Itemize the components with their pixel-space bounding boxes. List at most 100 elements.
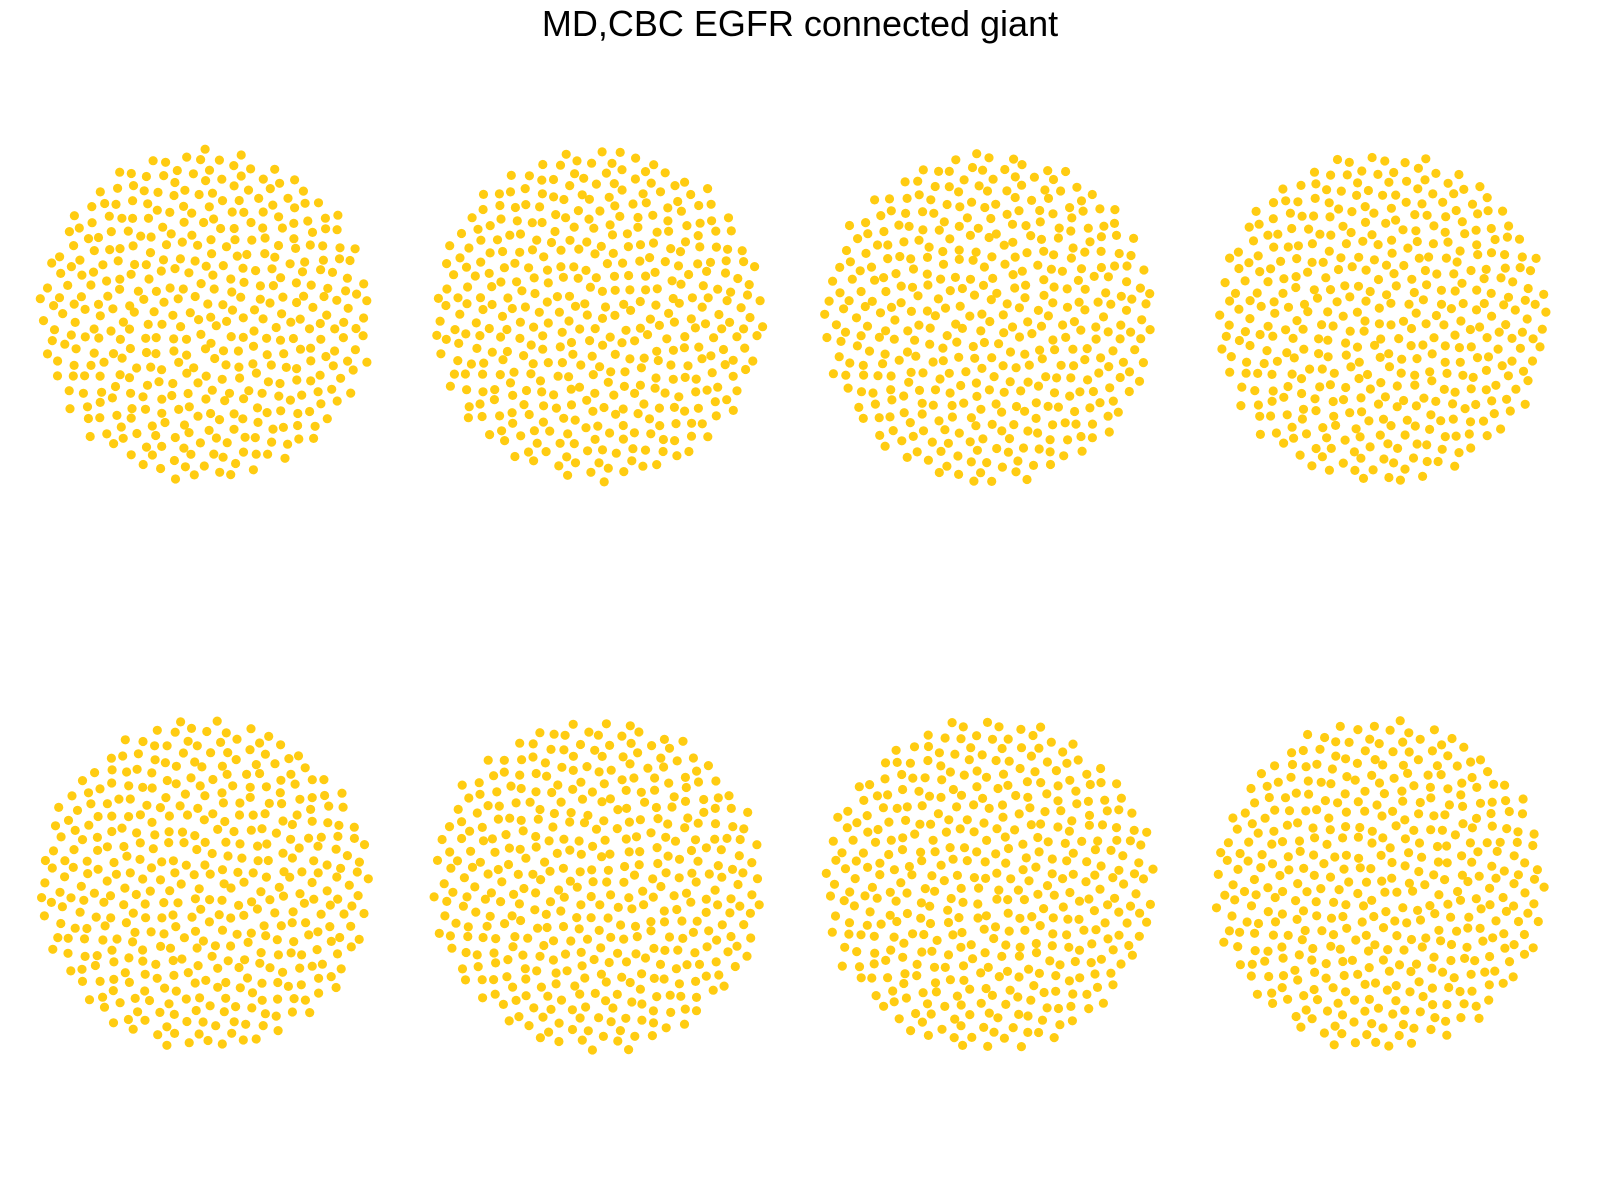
network-node	[908, 773, 918, 783]
network-node	[146, 863, 157, 873]
network-node	[946, 893, 956, 904]
network-node	[1095, 884, 1105, 894]
network-node	[1432, 761, 1442, 771]
network-node	[54, 802, 64, 813]
network-node	[568, 751, 579, 761]
network-node	[317, 959, 327, 969]
network-node	[222, 769, 232, 780]
network-node	[1015, 763, 1025, 774]
network-node	[332, 295, 342, 305]
network-node	[856, 387, 867, 397]
network-node	[1385, 843, 1395, 853]
network-node	[534, 307, 544, 317]
network-node	[505, 813, 515, 823]
network-node	[577, 794, 588, 804]
network-node	[171, 761, 181, 771]
network-node	[289, 234, 299, 244]
network-node	[1520, 399, 1530, 409]
network-node	[852, 818, 862, 828]
network-node	[874, 413, 884, 423]
network-node	[1365, 442, 1375, 452]
network-node	[99, 357, 109, 367]
network-node	[1007, 219, 1018, 229]
network-node	[1063, 914, 1073, 924]
network-node	[507, 303, 517, 314]
network-node	[223, 956, 233, 966]
network-node	[261, 872, 271, 882]
network-node	[283, 981, 293, 992]
network-node	[659, 734, 670, 745]
network-node	[990, 922, 1001, 932]
network-node	[1278, 971, 1289, 981]
network-node	[472, 950, 482, 960]
network-node	[622, 229, 633, 239]
network-node	[1287, 422, 1297, 432]
network-node	[889, 997, 899, 1007]
network-node	[1509, 879, 1519, 889]
network-node	[1297, 211, 1307, 221]
network-node	[1459, 184, 1469, 194]
network-node	[923, 730, 933, 740]
network-node	[1253, 368, 1263, 378]
network-node	[952, 870, 963, 881]
network-node	[1472, 285, 1482, 295]
network-node	[1093, 836, 1103, 846]
network-node	[1318, 257, 1328, 267]
network-node	[1233, 942, 1243, 952]
network-node	[997, 800, 1008, 810]
network-node	[545, 866, 555, 876]
network-node	[1535, 342, 1545, 352]
network-node	[164, 838, 174, 848]
network-node	[251, 266, 261, 276]
network-node	[1321, 273, 1331, 283]
network-node	[1225, 367, 1235, 377]
network-node	[967, 1032, 977, 1042]
network-node	[606, 932, 616, 943]
network-node	[1320, 732, 1330, 743]
network-node	[165, 943, 176, 953]
network-node	[1035, 205, 1045, 216]
network-node	[906, 306, 917, 316]
network-node	[1440, 357, 1450, 367]
network-node	[1397, 354, 1407, 364]
network-node	[743, 807, 753, 818]
network-node	[942, 331, 952, 341]
network-node	[725, 317, 735, 327]
network-node	[362, 357, 372, 367]
network-node	[1074, 914, 1084, 925]
network-node	[1001, 858, 1011, 868]
network-node	[117, 823, 127, 833]
network-node	[162, 1022, 172, 1032]
network-node	[1523, 283, 1533, 294]
network-node	[138, 874, 148, 884]
network-node	[849, 901, 860, 911]
network-node	[1400, 815, 1410, 825]
network-node	[288, 907, 298, 917]
network-node	[93, 864, 103, 874]
network-node	[1282, 820, 1292, 830]
network-node	[267, 437, 277, 447]
network-node	[1087, 419, 1098, 429]
network-node	[1056, 806, 1066, 816]
network-node	[109, 957, 119, 967]
network-node	[1243, 856, 1253, 866]
network-node	[1309, 211, 1319, 221]
network-node	[1297, 388, 1307, 399]
network-node	[501, 830, 511, 840]
network-node	[537, 387, 547, 397]
network-node	[1112, 779, 1122, 789]
network-node	[1013, 992, 1023, 1002]
network-node	[1393, 443, 1403, 453]
network-node	[875, 308, 886, 318]
network-node	[710, 803, 720, 814]
network-node	[691, 1006, 702, 1016]
network-node	[1256, 769, 1266, 779]
network-node	[587, 351, 597, 361]
network-node	[932, 935, 942, 946]
network-node	[586, 913, 596, 923]
network-node	[1338, 311, 1348, 321]
network-node	[146, 232, 156, 242]
network-node	[1317, 320, 1327, 330]
network-node	[1031, 413, 1041, 423]
